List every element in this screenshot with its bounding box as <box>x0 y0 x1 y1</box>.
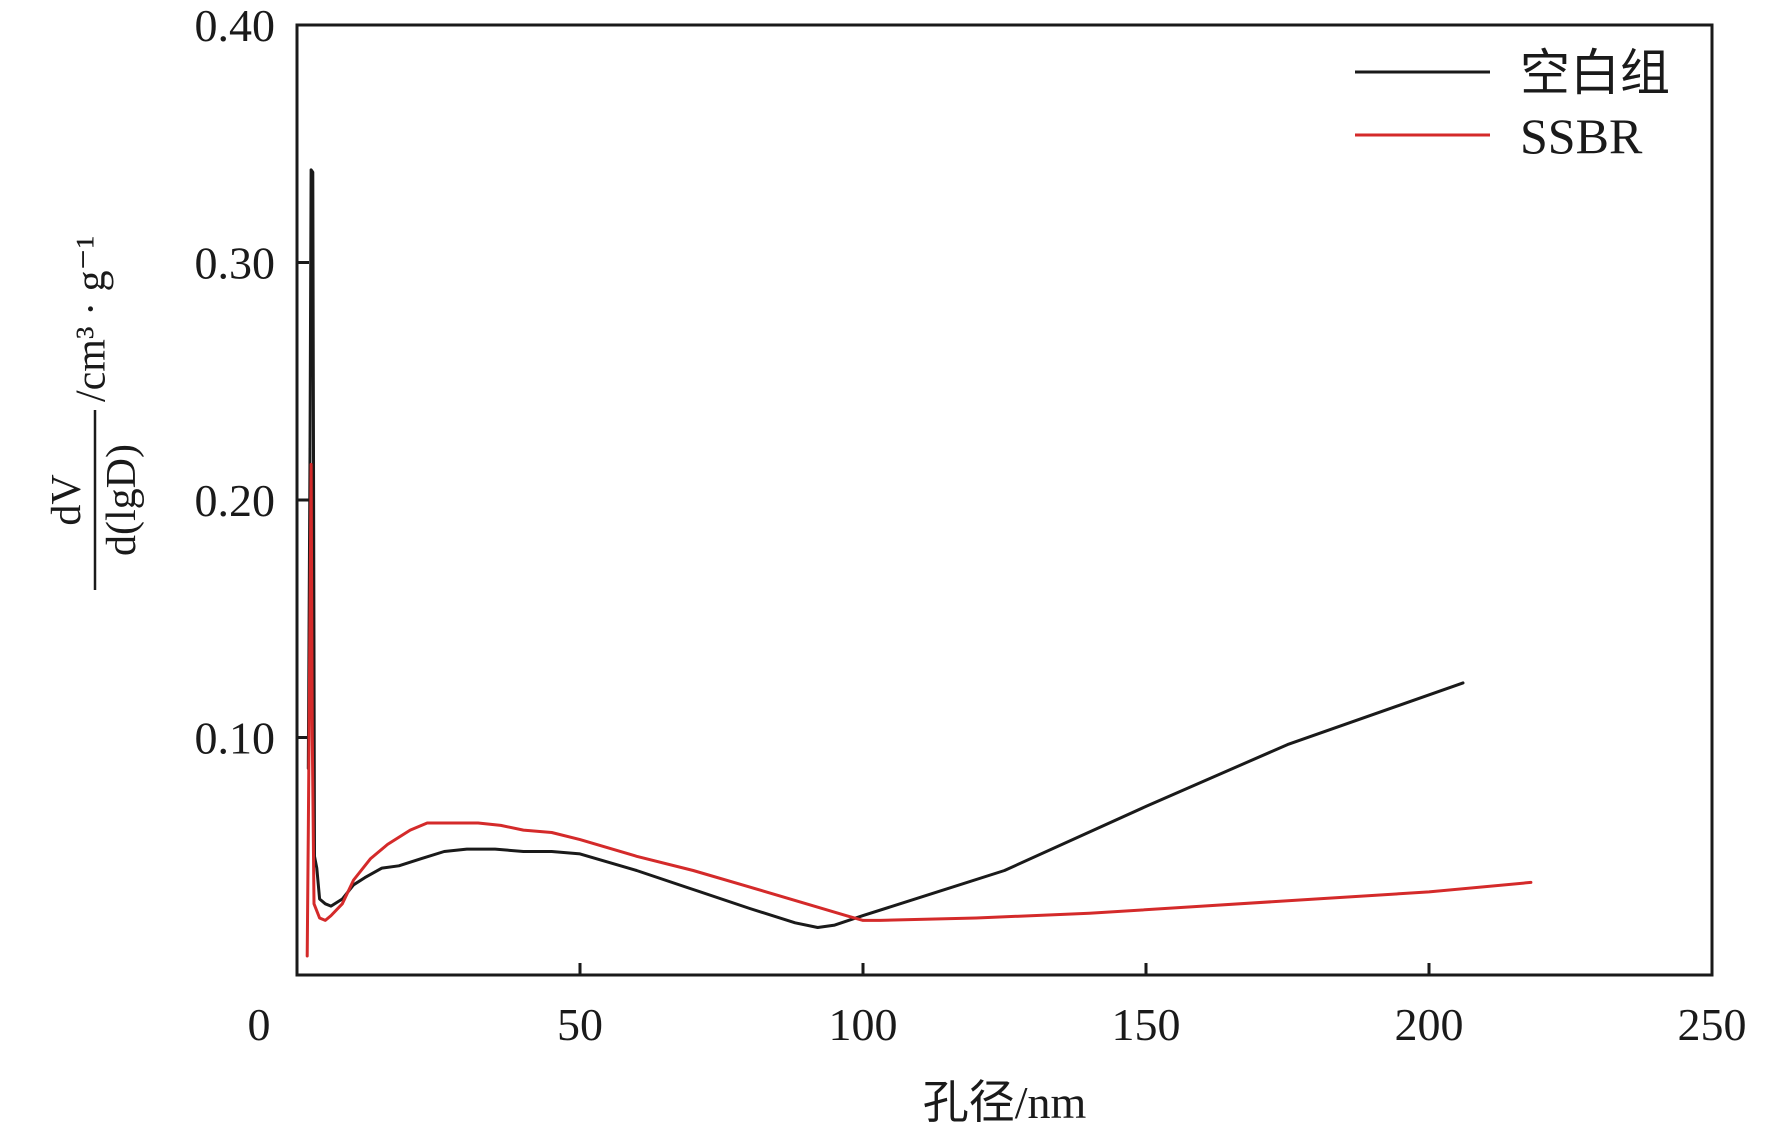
y-axis-title: dV d(lgD) /cm³ · g⁻¹ <box>44 236 145 590</box>
y-tick-label: 0.10 <box>195 713 276 764</box>
x-axis-ticks: 0 50 100 150 200 250 <box>248 963 1747 1050</box>
x-tick-label: 0 <box>248 999 271 1050</box>
x-tick-label: 250 <box>1678 999 1747 1050</box>
y-axis-title-numerator: dV <box>44 474 90 525</box>
y-tick-label: 0.40 <box>195 0 276 51</box>
series-line-1 <box>305 462 1533 958</box>
legend: 空白组 SSBR <box>1355 45 1670 164</box>
series-layer <box>305 168 1533 958</box>
x-tick-label: 200 <box>1395 999 1464 1050</box>
y-axis-ticks: 0.10 0.20 0.30 0.40 <box>195 0 309 764</box>
legend-label-ssbr: SSBR <box>1520 108 1643 164</box>
y-axis-title-unit: /cm³ · g⁻¹ <box>69 236 115 402</box>
legend-label-blank-group: 空白组 <box>1520 45 1670 101</box>
plot-frame <box>295 23 1714 977</box>
y-axis-title-denominator: d(lgD) <box>99 444 145 556</box>
x-tick-label: 150 <box>1112 999 1181 1050</box>
y-tick-label: 0.20 <box>195 475 276 526</box>
series-line-0 <box>306 168 1465 929</box>
x-axis-title: 孔径/nm <box>923 1077 1087 1128</box>
x-tick-label: 50 <box>557 999 603 1050</box>
x-tick-label: 100 <box>829 999 898 1050</box>
y-tick-label: 0.30 <box>195 238 276 289</box>
